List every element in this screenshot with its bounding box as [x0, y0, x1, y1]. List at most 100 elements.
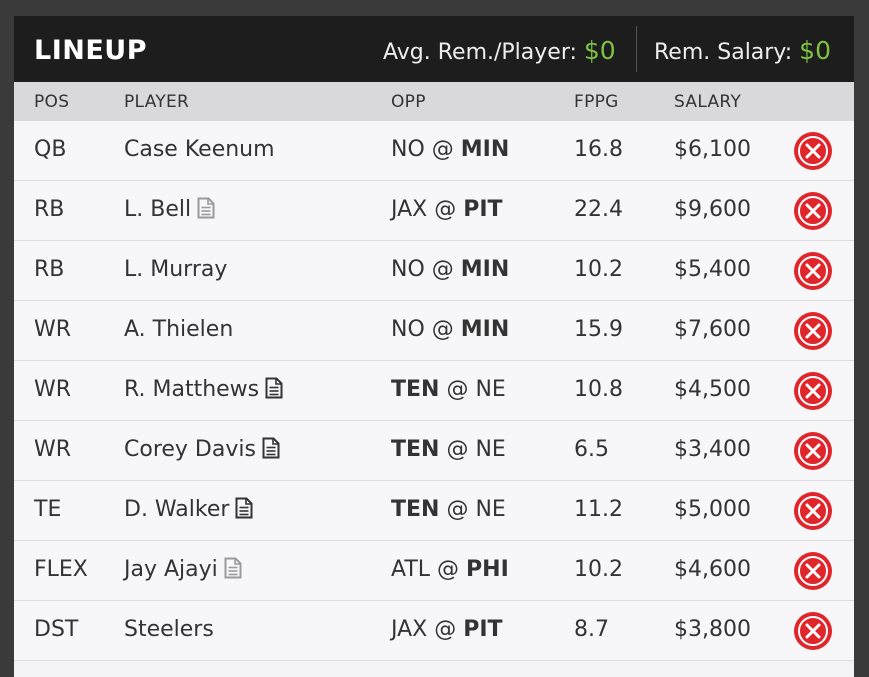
away-team: NO [391, 257, 425, 282]
player-salary: $5,400 [674, 257, 751, 282]
player-fppg: 22.4 [574, 197, 623, 222]
at-symbol: @ [434, 617, 457, 642]
table-row[interactable]: RB L. Bell JAX @ PIT 22.4 $9,600 [14, 181, 854, 241]
player-name-cell: L. Murray [124, 257, 227, 282]
remove-x-icon [794, 192, 832, 230]
player-name-cell: Jay Ajayi [124, 557, 242, 585]
player-position: FLEX [34, 557, 88, 582]
header-divider [636, 26, 637, 72]
remove-player-button[interactable] [794, 552, 832, 590]
at-symbol: @ [446, 437, 469, 462]
matchup: NO @ MIN [391, 137, 509, 162]
column-header-fppg[interactable]: FPPG [574, 92, 619, 112]
home-team: PHI [466, 557, 509, 582]
player-fppg: 10.8 [574, 377, 623, 402]
lineup-header: LINEUP Avg. Rem./Player: $0 Rem. Salary:… [14, 16, 854, 82]
player-name[interactable]: L. Bell [124, 197, 192, 222]
remove-player-button[interactable] [794, 612, 832, 650]
player-salary: $6,100 [674, 137, 751, 162]
home-team: MIN [460, 317, 510, 342]
avg-remaining-stat: Avg. Rem./Player: $0 [383, 36, 616, 65]
matchup: ATL @ PHI [391, 557, 509, 582]
away-team: ATL [391, 557, 431, 582]
player-position: WR [34, 437, 72, 462]
player-fppg: 6.5 [574, 437, 609, 462]
matchup: NO @ MIN [391, 317, 509, 342]
player-name[interactable]: R. Matthews [124, 377, 260, 402]
player-salary: $5,000 [674, 497, 751, 522]
remove-x-icon [794, 492, 832, 530]
column-header-pos[interactable]: POS [34, 92, 70, 112]
matchup: TEN @ NE [391, 377, 506, 402]
player-name[interactable]: Corey Davis [124, 437, 256, 462]
table-row[interactable]: FLEX Jay Ajayi ATL @ PHI 10.2 $4,600 [14, 541, 854, 601]
player-position: WR [34, 377, 72, 402]
column-header-player[interactable]: PLAYER [124, 92, 190, 112]
away-team: TEN [391, 437, 440, 462]
table-row[interactable]: WR A. Thielen NO @ MIN 15.9 $7,600 [14, 301, 854, 361]
remove-player-button[interactable] [794, 492, 832, 530]
player-salary: $4,500 [674, 377, 751, 402]
document-icon[interactable] [224, 557, 242, 585]
remove-player-button[interactable] [794, 192, 832, 230]
at-symbol: @ [431, 257, 454, 282]
at-symbol: @ [446, 497, 469, 522]
away-team: JAX [391, 197, 428, 222]
player-name[interactable]: Case Keenum [124, 137, 275, 162]
player-name-cell: Case Keenum [124, 137, 275, 162]
player-salary: $4,600 [674, 557, 751, 582]
table-row[interactable]: WR Corey Davis TEN @ NE 6.5 $3,400 [14, 421, 854, 481]
remove-x-icon [794, 252, 832, 290]
home-team: MIN [460, 137, 510, 162]
at-symbol: @ [446, 377, 469, 402]
away-team: TEN [391, 497, 440, 522]
player-salary: $3,400 [674, 437, 751, 462]
home-team: NE [475, 437, 506, 462]
table-row[interactable]: QB Case Keenum NO @ MIN 16.8 $6,100 [14, 121, 854, 181]
matchup: NO @ MIN [391, 257, 509, 282]
player-name-cell: R. Matthews [124, 377, 283, 405]
remove-player-button[interactable] [794, 132, 832, 170]
remove-x-icon [794, 132, 832, 170]
column-headers: POS PLAYER OPP FPPG SALARY [14, 82, 854, 121]
player-name[interactable]: A. Thielen [124, 317, 234, 342]
matchup: TEN @ NE [391, 497, 506, 522]
player-position: DST [34, 617, 79, 642]
remove-player-button[interactable] [794, 432, 832, 470]
table-row[interactable]: WR R. Matthews TEN @ NE 10.8 $4,500 [14, 361, 854, 421]
player-salary: $9,600 [674, 197, 751, 222]
player-name[interactable]: L. Murray [124, 257, 228, 282]
player-name[interactable]: Steelers [124, 617, 214, 642]
player-name[interactable]: D. Walker [124, 497, 230, 522]
player-salary: $7,600 [674, 317, 751, 342]
remove-player-button[interactable] [794, 252, 832, 290]
away-team: NO [391, 137, 425, 162]
remove-x-icon [794, 432, 832, 470]
document-icon[interactable] [265, 377, 283, 405]
table-row[interactable]: DST Steelers JAX @ PIT 8.7 $3,800 [14, 601, 854, 661]
lineup-rows: QB Case Keenum NO @ MIN 16.8 $6,100 RB L. Bell… [14, 121, 854, 661]
document-icon[interactable] [197, 197, 215, 225]
player-fppg: 8.7 [574, 617, 609, 642]
table-row[interactable]: RB L. Murray NO @ MIN 10.2 $5,400 [14, 241, 854, 301]
at-symbol: @ [437, 557, 460, 582]
column-header-opp[interactable]: OPP [391, 92, 426, 112]
player-name[interactable]: Jay Ajayi [124, 557, 218, 582]
player-fppg: 15.9 [574, 317, 623, 342]
away-team: NO [391, 317, 425, 342]
player-name-cell: D. Walker [124, 497, 253, 525]
player-position: RB [34, 257, 65, 282]
column-header-salary[interactable]: SALARY [674, 92, 742, 112]
lineup-title: LINEUP [34, 35, 148, 66]
document-icon[interactable] [235, 497, 253, 525]
remove-player-button[interactable] [794, 372, 832, 410]
matchup: JAX @ PIT [391, 197, 503, 222]
remove-player-button[interactable] [794, 312, 832, 350]
player-position: TE [34, 497, 62, 522]
player-fppg: 10.2 [574, 557, 623, 582]
table-row[interactable]: TE D. Walker TEN @ NE 11.2 $5,000 [14, 481, 854, 541]
player-fppg: 10.2 [574, 257, 623, 282]
home-team: PIT [463, 197, 503, 222]
document-icon[interactable] [262, 437, 280, 465]
player-position: RB [34, 197, 65, 222]
